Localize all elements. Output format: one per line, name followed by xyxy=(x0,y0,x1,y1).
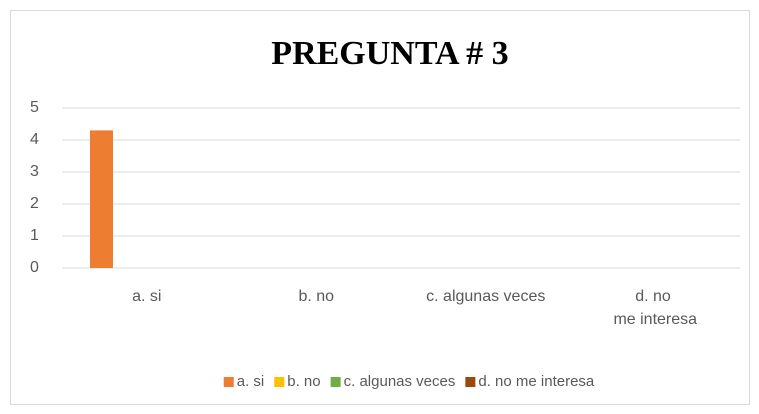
x-tick-label: b. no xyxy=(298,288,334,305)
bar xyxy=(90,130,113,268)
y-tick-label: 2 xyxy=(30,195,39,212)
y-tick-label: 5 xyxy=(30,99,39,116)
legend-swatch xyxy=(465,377,476,387)
legend-swatch xyxy=(274,377,285,387)
x-tick-label: c. algunas veces xyxy=(426,288,545,305)
legend-label: c. algunas veces xyxy=(344,373,456,390)
legend-label: d. no me interesa xyxy=(478,373,595,390)
x-tick-label: a. si xyxy=(132,288,161,305)
chart-title: PREGUNTA # 3 xyxy=(271,35,508,72)
y-tick-label: 1 xyxy=(30,227,39,244)
y-tick-label: 0 xyxy=(30,259,39,276)
legend-label: a. si xyxy=(237,373,265,390)
legend-swatch xyxy=(330,377,341,387)
chart-border xyxy=(10,10,750,405)
y-tick-label: 3 xyxy=(30,163,39,180)
x-tick-label: d. no me interesa xyxy=(613,288,697,328)
legend-swatch xyxy=(223,377,234,387)
y-tick-label: 4 xyxy=(30,131,39,148)
legend-label: b. no xyxy=(287,373,320,390)
